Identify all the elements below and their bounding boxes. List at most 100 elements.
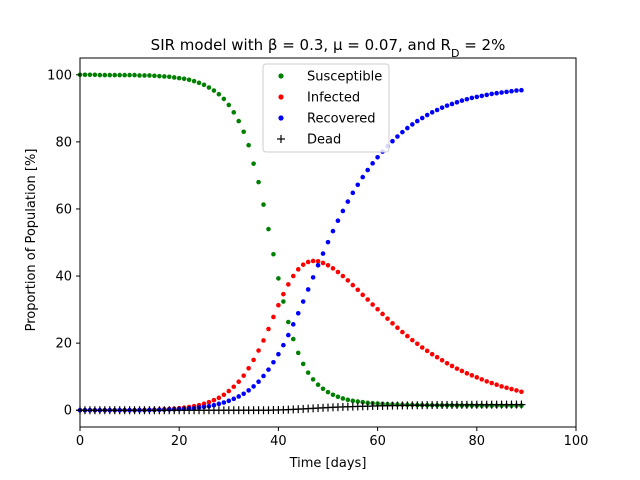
data-point	[474, 94, 480, 100]
data-point	[340, 396, 346, 401]
data-point	[281, 291, 286, 297]
data-point	[350, 398, 356, 404]
data-point	[221, 400, 227, 405]
x-tick-label: 40	[270, 434, 287, 449]
data-point	[305, 370, 311, 375]
data-point	[519, 87, 524, 93]
chart-title-subscript: D	[451, 47, 459, 60]
data-point	[464, 371, 470, 376]
data-point	[246, 142, 251, 148]
data-point	[236, 379, 242, 385]
data-point	[400, 329, 405, 335]
data-point	[489, 91, 494, 97]
data-point	[375, 306, 380, 312]
series-dead	[76, 400, 526, 415]
data-point	[330, 392, 336, 398]
data-point	[414, 118, 420, 124]
data-point	[286, 319, 291, 325]
data-point	[340, 208, 346, 214]
data-point	[434, 107, 440, 113]
legend-marker	[278, 73, 284, 79]
data-point	[152, 73, 157, 79]
data-point	[395, 134, 400, 139]
x-tick-label: 20	[171, 434, 188, 449]
data-point	[405, 125, 410, 131]
legend-entry-susceptible: Susceptible	[278, 70, 382, 85]
data-point	[444, 360, 450, 366]
data-point	[320, 386, 326, 392]
data-point	[414, 341, 420, 347]
data-point	[449, 363, 455, 369]
data-point	[504, 385, 509, 391]
legend-label: Susceptible	[307, 70, 382, 85]
data-point	[315, 382, 321, 388]
data-point	[132, 72, 137, 78]
data-point	[231, 110, 237, 115]
data-point	[449, 101, 455, 107]
data-point	[469, 95, 475, 101]
x-tick-label: 0	[76, 434, 84, 449]
data-point	[454, 366, 460, 371]
data-point	[147, 73, 152, 78]
data-point	[256, 348, 261, 353]
data-point	[281, 299, 286, 304]
data-point	[370, 302, 375, 307]
legend-marker	[278, 115, 284, 121]
data-point	[390, 138, 395, 144]
data-point	[286, 332, 291, 338]
data-point	[211, 88, 217, 93]
data-point	[350, 282, 356, 288]
data-point	[429, 351, 435, 357]
data-point	[330, 266, 336, 271]
legend-box	[262, 63, 390, 153]
y-tick-label: 20	[55, 337, 72, 352]
data-point	[325, 239, 331, 245]
legend-entry-dead: Dead	[277, 133, 341, 148]
data-point	[390, 321, 395, 326]
data-point	[216, 395, 222, 401]
data-point	[206, 403, 212, 409]
plot-area	[76, 72, 526, 415]
data-point	[102, 72, 108, 78]
data-point	[345, 397, 351, 403]
data-point	[300, 299, 306, 304]
y-tick-label: 0	[64, 404, 72, 419]
data-point	[281, 342, 286, 348]
data-point	[305, 287, 311, 292]
data-point	[320, 251, 326, 256]
data-point	[271, 251, 276, 257]
data-point	[206, 85, 212, 90]
data-point	[241, 129, 246, 135]
data-point	[335, 269, 341, 275]
data-point	[271, 314, 276, 320]
data-point	[375, 154, 380, 160]
data-point	[454, 99, 460, 105]
data-point	[191, 78, 197, 84]
data-point	[295, 267, 301, 272]
data-point	[509, 386, 514, 392]
data-point	[107, 72, 113, 78]
data-point	[266, 326, 271, 332]
data-point	[345, 199, 351, 204]
data-point	[315, 263, 321, 268]
data-point	[261, 202, 266, 207]
data-point	[410, 337, 415, 343]
data-point	[87, 72, 93, 78]
legend-label: Infected	[307, 91, 360, 106]
data-point	[157, 73, 162, 79]
x-tick-label: 60	[369, 434, 386, 449]
data-point	[514, 88, 519, 93]
data-point	[241, 391, 246, 397]
data-point	[216, 401, 222, 407]
data-point	[365, 297, 370, 302]
data-point	[221, 96, 227, 102]
data-point	[276, 302, 281, 308]
data-point	[459, 368, 465, 374]
data-point	[82, 72, 88, 78]
data-point	[261, 338, 266, 343]
data-point	[519, 389, 524, 395]
data-point	[221, 392, 227, 398]
data-point	[355, 399, 361, 404]
data-point	[231, 384, 237, 390]
data-point	[211, 402, 217, 408]
